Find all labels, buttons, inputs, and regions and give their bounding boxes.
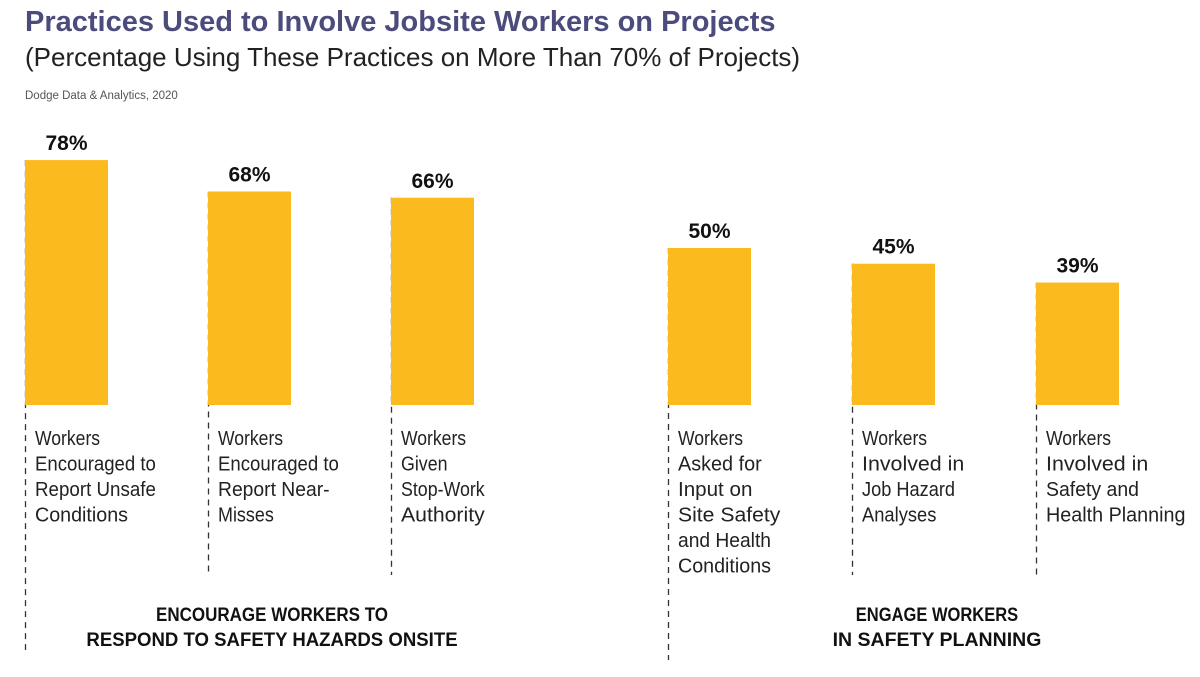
category-label: Workers: [35, 428, 100, 450]
category-label: Report Near-: [218, 479, 330, 501]
bar: [391, 197, 474, 405]
category-label: Given: [401, 454, 448, 476]
category-label: Report Unsafe: [35, 479, 156, 501]
data-label: 39%: [1056, 255, 1098, 278]
group-label: ENGAGE WORKERS: [856, 605, 1018, 626]
category-label: Health Planning: [1046, 505, 1186, 527]
category-label: Job Hazard: [862, 479, 955, 501]
category-label: Stop-Work: [401, 479, 486, 501]
group-label: RESPOND TO SAFETY HAZARDS ONSITE: [86, 630, 457, 651]
category-label: Workers: [401, 428, 466, 450]
category-label: and Health: [678, 530, 771, 552]
category-label: Analyses: [862, 505, 936, 527]
data-label: 78%: [45, 132, 87, 155]
category-label: Workers: [218, 428, 283, 450]
category-label: Encouraged to: [35, 454, 156, 476]
chart-title: Practices Used to Involve Jobsite Worker…: [25, 6, 776, 38]
category-label: Involved in: [862, 454, 964, 476]
category-label: Workers: [1046, 428, 1111, 450]
group-label: IN SAFETY PLANNING: [833, 630, 1042, 651]
group-label: ENCOURAGE WORKERS TO: [156, 605, 388, 626]
category-label: Site Safety: [678, 505, 780, 527]
category-label: Workers: [862, 428, 927, 450]
category-label: Conditions: [35, 505, 128, 527]
category-label: Safety and: [1046, 479, 1139, 501]
category-label: Conditions: [678, 556, 771, 578]
data-label: 68%: [228, 163, 270, 186]
bar: [25, 160, 108, 405]
data-label: 45%: [872, 236, 914, 259]
data-label: 66%: [411, 170, 453, 193]
bar: [852, 263, 935, 405]
bar: [1036, 282, 1119, 405]
category-label: Involved in: [1046, 454, 1148, 476]
category-label: Input on: [678, 479, 752, 501]
chart-source: Dodge Data & Analytics, 2020: [25, 90, 178, 102]
bar: [668, 248, 751, 405]
bar: [208, 191, 291, 405]
category-label: Asked for: [678, 454, 762, 476]
chart-subtitle: (Percentage Using These Practices on Mor…: [25, 42, 801, 72]
category-label: Encouraged to: [218, 454, 339, 476]
category-label: Workers: [678, 428, 743, 450]
category-label: Authority: [401, 505, 485, 527]
category-label: Misses: [218, 505, 274, 527]
data-label: 50%: [688, 220, 730, 243]
